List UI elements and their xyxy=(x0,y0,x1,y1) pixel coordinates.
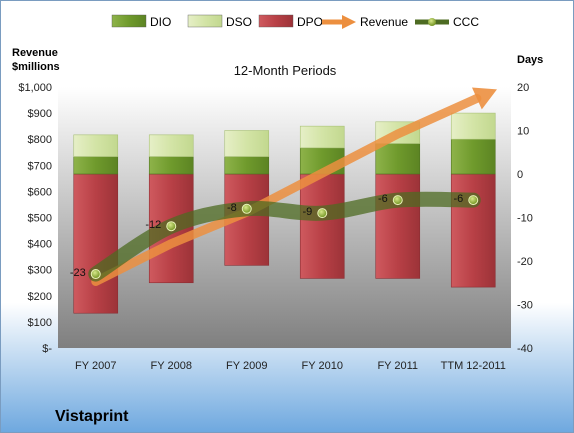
left-axis: $- $100 $200 $300 $400 $500 $600 $700 $800 $900 $1… xyxy=(18,82,52,355)
ccc-point xyxy=(166,221,177,232)
bar-dpo xyxy=(375,173,421,279)
ccc-data-label: -23 xyxy=(70,267,86,279)
left-tick-label: $1,000 xyxy=(18,82,52,94)
left-tick-label: $- xyxy=(42,343,52,355)
category-label: FY 2010 xyxy=(302,360,343,372)
legend-label-ccc: CCC xyxy=(453,15,479,29)
bar-dso xyxy=(148,134,194,157)
left-axis-title: Revenue $millions xyxy=(12,47,60,73)
legend-swatch-dso xyxy=(187,14,223,28)
right-tick-label: 20 xyxy=(517,82,529,94)
bar-dio xyxy=(450,138,496,175)
category-label: TTM 12-2011 xyxy=(441,360,506,372)
right-tick-label: -30 xyxy=(517,300,533,312)
bar-dpo xyxy=(73,173,119,314)
legend-label-dio: DIO xyxy=(150,15,171,29)
legend-label-dpo: DPO xyxy=(297,15,323,29)
legend-arrowhead-revenue xyxy=(342,15,356,29)
left-tick-label: $900 xyxy=(28,108,52,120)
right-axis: -40 -30 -20 -10 0 10 20 xyxy=(517,82,533,355)
left-tick-label: $500 xyxy=(28,213,52,225)
ccc-data-label: -8 xyxy=(227,202,237,214)
ccc-point xyxy=(392,195,403,206)
left-tick-label: $200 xyxy=(28,291,52,303)
bars xyxy=(73,112,496,314)
revenue-line xyxy=(91,93,482,286)
right-tick-label: -10 xyxy=(517,213,533,225)
ccc-data-label: -6 xyxy=(378,193,388,205)
left-tick-label: $600 xyxy=(28,186,52,198)
ccc-point xyxy=(317,208,328,219)
ccc-line-path xyxy=(88,191,481,282)
right-tick-label: -40 xyxy=(517,343,533,355)
right-tick-label: 0 xyxy=(517,169,523,181)
bar-dso xyxy=(299,125,345,149)
company-name: Vistaprint xyxy=(55,408,129,425)
right-tick-label: 10 xyxy=(517,126,529,138)
legend-label-dso: DSO xyxy=(226,15,252,29)
bar-dpo xyxy=(299,173,345,279)
ccc-line: -23 -12 -8 -9 -6 -6 xyxy=(70,191,481,282)
right-tick-label: -20 xyxy=(517,256,533,268)
bar-dso xyxy=(73,134,119,157)
right-axis-title: Days xyxy=(517,54,543,66)
bar-dio xyxy=(224,156,270,175)
ccc-data-label: -12 xyxy=(145,219,161,231)
category-axis: FY 2007 FY 2008 FY 2009 FY 2010 FY 2011 TTM 1… xyxy=(75,360,506,372)
bar-dso xyxy=(224,130,270,157)
ccc-data-label: -9 xyxy=(302,206,312,218)
bar-dpo xyxy=(450,173,496,288)
legend-dot-ccc xyxy=(428,18,436,26)
bar-dio xyxy=(375,143,421,175)
legend-label-revenue: Revenue xyxy=(360,15,408,29)
bar-dio xyxy=(73,156,119,175)
category-label: FY 2007 xyxy=(75,360,116,372)
ccc-data-label: -6 xyxy=(453,193,463,205)
ccc-point xyxy=(468,195,479,206)
revenue-arrowhead xyxy=(471,87,497,110)
ccc-point xyxy=(241,203,252,214)
legend: DIO DSO DPO Revenue CCC xyxy=(111,14,479,29)
chart-title: 12-Month Periods xyxy=(234,63,337,78)
left-tick-label: $400 xyxy=(28,239,52,251)
category-label: FY 2009 xyxy=(226,360,267,372)
category-label: FY 2008 xyxy=(151,360,192,372)
left-tick-label: $100 xyxy=(28,317,52,329)
ccc-point xyxy=(90,269,101,280)
left-tick-label: $700 xyxy=(28,160,52,172)
bar-dio xyxy=(148,156,194,175)
left-tick-label: $300 xyxy=(28,265,52,277)
legend-swatch-dpo xyxy=(258,14,294,28)
left-tick-label: $800 xyxy=(28,134,52,146)
legend-swatch-dio xyxy=(111,14,147,28)
category-label: FY 2011 xyxy=(377,360,418,372)
revenue-arrow xyxy=(91,87,497,286)
bar-dso xyxy=(450,112,496,140)
